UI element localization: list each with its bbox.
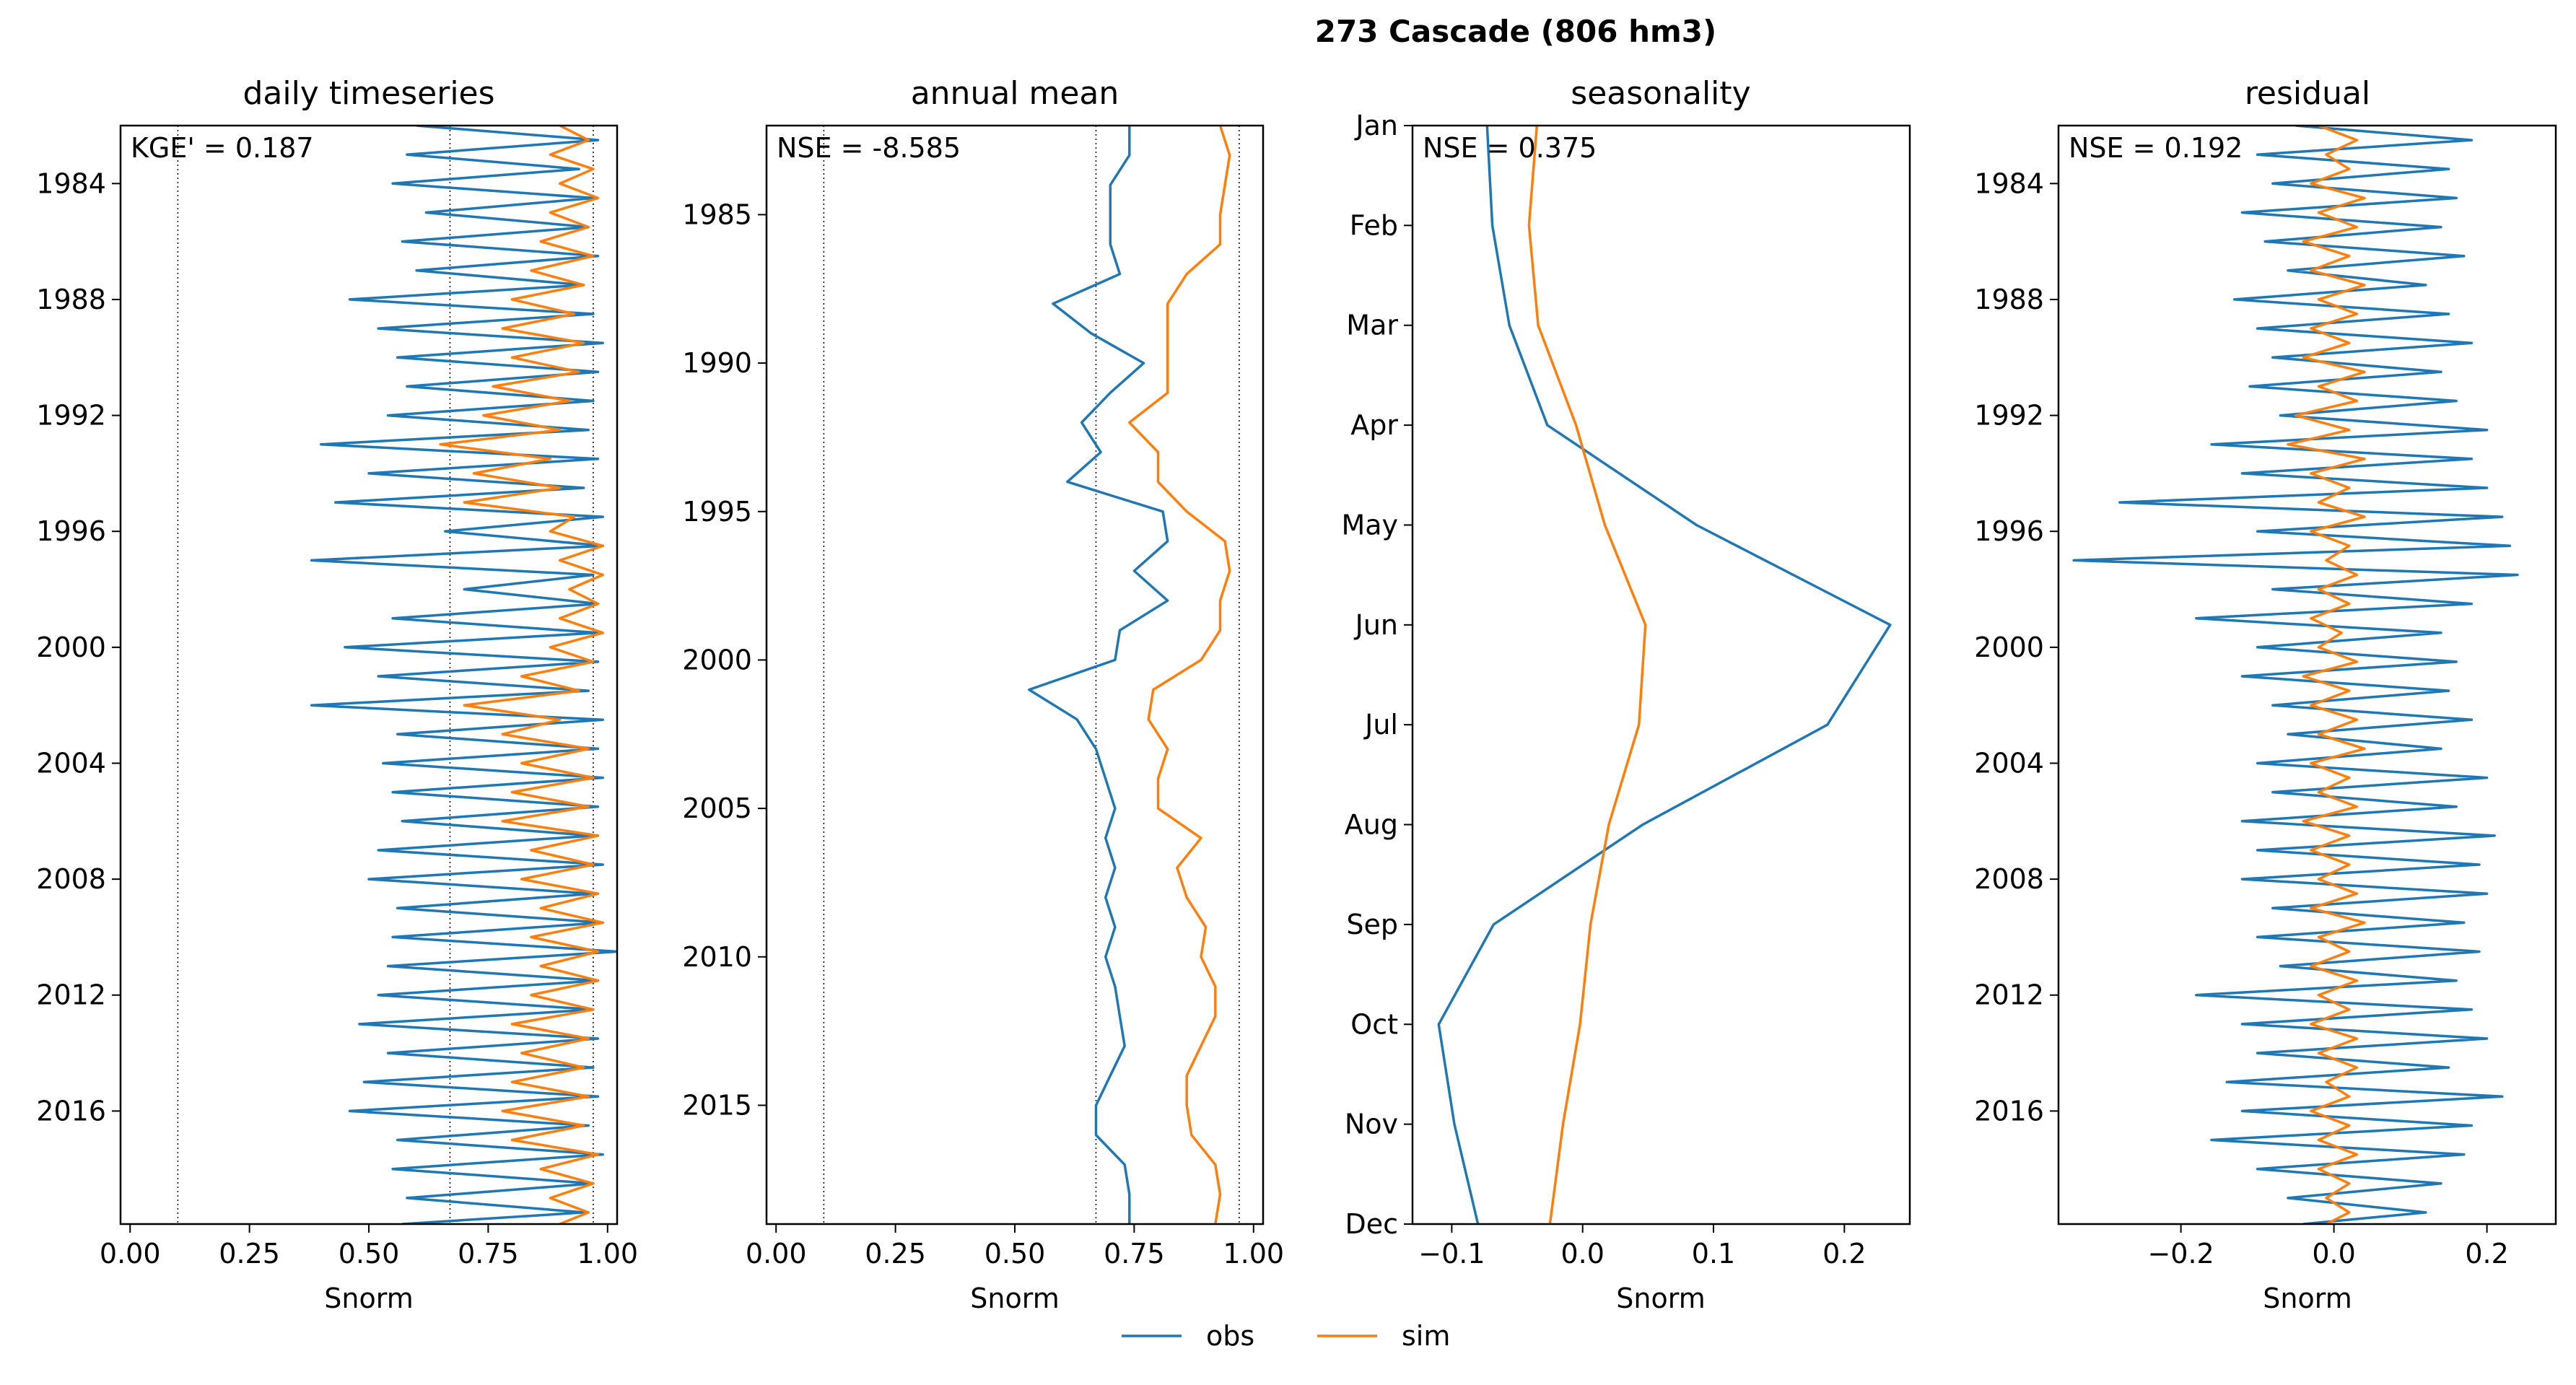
y-tick-label: 2008 [1974,863,2044,895]
figure-suptitle: 273 Cascade (806 hm3) [1315,14,1716,49]
legend-label-obs: obs [1206,1320,1254,1352]
y-tick-label: Oct [1350,1008,1398,1040]
y-tick-label: 1984 [1974,167,2044,199]
series-line-obs [1437,126,1892,1224]
series-line-sim [1128,126,1231,1224]
x-axis-label: Snorm [970,1283,1059,1314]
y-tick-label: 2015 [682,1089,752,1121]
x-tick-label: 0.2 [2465,1238,2508,1270]
x-tick-label: 0.00 [746,1238,807,1270]
series-line-obs [1028,126,1169,1224]
panel-seasonality: seasonality −0.1 0.0 0.1 0.2 Jan Feb Mar Apr May… [1341,75,1911,1314]
y-tick-label: 2012 [1974,979,2044,1011]
series-line-sim [1527,126,1647,1224]
x-tick-label: −0.1 [1418,1238,1485,1270]
legend-label-sim: sim [1402,1320,1450,1352]
panel-title: residual [2245,75,2370,112]
panel-title: seasonality [1571,75,1750,112]
x-axis-label: Snorm [324,1283,413,1314]
x-tick-label: 0.75 [458,1238,519,1270]
y-tick-label: Jul [1363,709,1398,740]
y-tick-label: 1985 [682,198,752,230]
y-tick-label: Mar [1346,310,1398,341]
y-tick-label: 2016 [1974,1095,2044,1127]
y-tick-label: 2004 [1974,747,2044,779]
metric-annotation: NSE = 0.375 [1423,132,1597,164]
metric-annotation: KGE' = 0.187 [131,132,314,164]
y-tick-label: 2000 [682,644,752,676]
x-tick-label: 1.00 [1223,1238,1284,1270]
plot-area: −0.2 0.0 0.2 1984 1988 1992 1996 2000 2004 2008 20… [1974,126,2519,1270]
y-tick-label: May [1341,509,1398,541]
x-axis-label: Snorm [2263,1283,2352,1314]
y-tick-label: 1990 [682,347,752,379]
y-tick-label: 2000 [1974,632,2044,663]
x-tick-label: 0.2 [1822,1238,1866,1270]
y-tick-label: Nov [1345,1109,1398,1140]
metric-annotation: NSE = -8.585 [777,132,961,164]
axes-frame [2057,124,2557,1225]
y-tick-label: 2016 [36,1095,106,1127]
plot-area: 0.00 0.25 0.50 0.75 1.00 1984 1988 1992 1996 2000… [36,126,638,1270]
y-tick-label: 1988 [1974,284,2044,315]
y-tick-label: 2000 [36,632,106,663]
y-tick-label: Jun [1354,609,1398,641]
x-tick-label: 0.25 [219,1238,280,1270]
y-tick-label: Aug [1345,809,1398,841]
x-tick-label: 0.00 [100,1238,161,1270]
y-tick-label: 1992 [1974,400,2044,432]
axes-frame [1411,124,1911,1225]
y-tick-label: 2004 [36,747,106,779]
y-tick-label: 1996 [36,515,106,547]
panel-residual: residual −0.2 0.0 0.2 1984 1988 1992 1996 2000 2… [1974,75,2557,1314]
series-line-obs [310,126,617,1224]
series-line-sim [439,126,604,1224]
x-tick-label: 0.50 [339,1238,400,1270]
y-tick-label: 1992 [36,400,106,432]
y-tick-label: Sep [1346,909,1398,940]
axes-frame [119,124,619,1225]
y-tick-label: 1996 [1974,515,2044,547]
y-tick-label: 2008 [36,863,106,895]
y-tick-label: Apr [1350,409,1398,441]
x-tick-label: 0.0 [2312,1238,2355,1270]
x-tick-label: −0.2 [2147,1238,2214,1270]
panel-title: daily timeseries [243,75,494,112]
y-tick-label: 2005 [682,792,752,824]
y-tick-label: Jan [1354,110,1398,141]
plot-area: 0.00 0.25 0.50 0.75 1.00 1985 1990 1995 2000 2005… [682,126,1284,1270]
metric-annotation: NSE = 0.192 [2069,132,2243,164]
x-axis-label: Snorm [1616,1283,1705,1314]
panel-title: annual mean [911,75,1119,112]
axes-frame [765,124,1265,1225]
plot-area: −0.1 0.0 0.1 0.2 Jan Feb Mar Apr May Jun Jul Aug Sep… [1341,110,1892,1270]
x-tick-label: 0.1 [1692,1238,1735,1270]
x-tick-label: 0.0 [1560,1238,1604,1270]
panel-daily-timeseries: daily timeseries 0.00 0.25 0.50 0.75 1.00 198… [36,75,638,1314]
y-tick-label: Dec [1345,1208,1398,1240]
series-line-sim [2287,126,2366,1224]
y-tick-label: 2012 [36,979,106,1011]
y-tick-label: 1995 [682,496,752,528]
x-tick-label: 0.50 [984,1238,1046,1270]
x-tick-label: 0.75 [1104,1238,1165,1270]
legend: obs sim [1122,1320,1450,1352]
x-tick-label: 1.00 [577,1238,638,1270]
y-tick-label: 1984 [36,167,106,199]
x-tick-label: 0.25 [865,1238,926,1270]
y-tick-label: Feb [1350,209,1398,241]
panel-annual-mean: annual mean 0.00 0.25 0.50 0.75 1.00 1985 1990… [682,75,1284,1314]
series-line-obs [2072,126,2519,1224]
y-tick-label: 1988 [36,284,106,315]
y-tick-label: 2010 [682,941,752,973]
